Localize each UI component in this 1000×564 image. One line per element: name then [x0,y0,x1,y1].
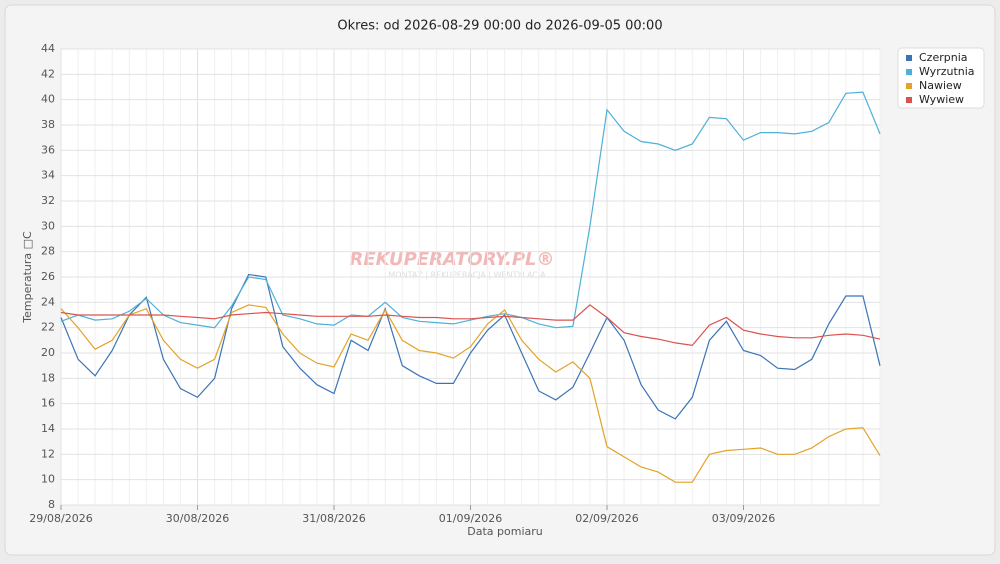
x-tick-label: 31/08/2026 [302,512,365,525]
y-tick-label: 40 [41,93,55,106]
x-axis-label: Data pomiaru [467,525,542,538]
series-line [60,304,881,483]
legend-label: Wywiew [919,93,964,106]
series-line [60,91,881,329]
series-line [60,273,881,420]
y-tick-label: 36 [41,143,55,156]
watermark: REKUPERATORY.PL® [350,249,555,270]
y-tick-label: 32 [41,194,55,207]
legend-swatch [906,69,912,75]
legend-box [897,47,985,109]
y-tick-label: 14 [41,422,55,435]
chart-title: Okres: od 2026-08-29 00:00 do 2026-09-05… [337,19,662,34]
y-tick-label: 8 [48,498,55,511]
y-tick-label: 20 [41,346,55,359]
y-tick-label: 10 [41,473,55,486]
x-tick-label: 03/09/2026 [712,512,775,525]
x-tick-label: 30/08/2026 [166,512,229,525]
legend-swatch [906,55,912,61]
legend-label: Wyrzutnia [919,65,975,78]
series-line [60,304,881,347]
y-tick-label: 16 [41,397,55,410]
y-tick-label: 38 [41,118,55,131]
y-tick-label: 22 [41,321,55,334]
legend-swatch [906,83,912,89]
y-tick-label: 44 [41,42,55,55]
y-axis-label: Temperatura □C [21,231,34,324]
y-tick-label: 18 [41,371,55,384]
legend-swatch [906,97,912,103]
y-tick-label: 12 [41,447,55,460]
y-tick-label: 42 [41,67,55,80]
y-tick-label: 28 [41,245,55,258]
x-tick-label: 02/09/2026 [575,512,638,525]
y-tick-label: 26 [41,270,55,283]
x-tick-label: 01/09/2026 [439,512,502,525]
legend-label: Czerpnia [919,51,968,64]
y-tick-label: 30 [41,219,55,232]
y-tick-label: 24 [41,295,55,308]
x-tick-label: 29/08/2026 [29,512,92,525]
y-tick-label: 34 [41,169,55,182]
legend-label: Nawiew [919,79,962,92]
watermark-subtitle: MONTAŻ | REKUPERACJA | WENTYLACJA [388,270,546,280]
